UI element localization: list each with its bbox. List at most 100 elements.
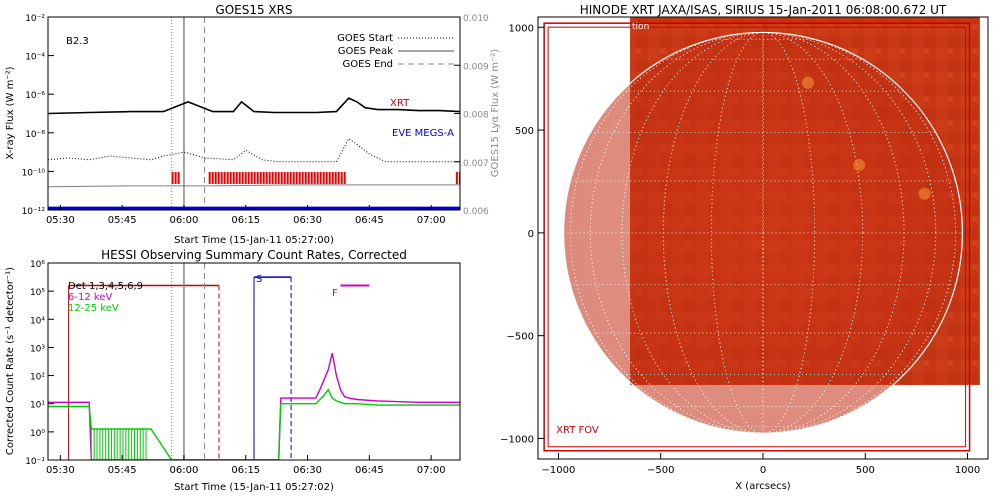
xrt-panel: HINODE XRT JAXA/ISAS, SIRIUS 15-Jan-2011…	[500, 3, 989, 492]
xrt-fov-label: XRT FOV	[556, 425, 599, 436]
goes-coverage-tick	[295, 172, 298, 184]
hessi-x-label: Start Time (15-Jan-11 05:27:02)	[174, 482, 334, 493]
goes-coverage-tick	[208, 172, 211, 184]
xrt-x-axis: −1000 −500 0 500 1000	[542, 453, 980, 476]
goes-x-tick-label: 06:45	[355, 215, 384, 226]
goes-series-ly-	[48, 184, 460, 188]
hessi-y-tick-label: 10⁻¹	[25, 457, 45, 467]
goes-coverage-tick	[253, 172, 256, 184]
goes-y-axis: 10⁻² 10⁻⁴ 10⁻⁶ 10⁻⁸ 10⁻¹⁰ 10⁻¹²	[22, 14, 54, 217]
xrt-y-tick-label: −500	[507, 332, 534, 343]
goes-coverage-tick	[226, 172, 229, 184]
hessi-y-tick-label: 10¹	[30, 401, 45, 411]
xrt-y-tick-label: −1000	[500, 434, 534, 445]
xrt-longitude-line	[621, 32, 905, 434]
hessi-y-tick-label: 10²	[30, 373, 45, 383]
goes-coverage-tick	[274, 172, 277, 184]
goes-coverage-tick	[250, 172, 253, 184]
goes-coverage-tick	[271, 172, 274, 184]
goes-x-tick-label: 06:00	[170, 215, 199, 226]
hessi-y-axis: 10⁻¹ 10⁰ 10¹ 10² 10³ 10⁴ 10⁵ 10⁶	[25, 260, 54, 467]
goes-coverage-tick	[313, 172, 316, 184]
xrt-image-area	[543, 17, 980, 452]
goes-y-tick-label: 10⁻¹²	[22, 207, 46, 217]
hessi-legend-det: Det 1,3,4,5,6,9	[68, 281, 143, 292]
xrt-x-tick-label: −1000	[542, 465, 576, 476]
goes-coverage-tick	[214, 172, 217, 184]
hessi-x-tick-label: 06:15	[231, 465, 260, 476]
hessi-legend-6-12: 6-12 keV	[68, 292, 112, 303]
xrt-active-region	[918, 187, 931, 200]
xrt-x-label: X (arcsecs)	[735, 481, 791, 492]
xrt-y-tick-label: 1000	[509, 23, 534, 34]
hessi-intervals	[68, 276, 370, 460]
hessi-y-tick-label: 10⁵	[30, 288, 45, 298]
goes-y-tick-right-label: 0.008	[463, 111, 489, 121]
goes-legend: GOES Start GOES Peak GOES End	[337, 33, 454, 70]
xrt-title: HINODE XRT JAXA/ISAS, SIRIUS 15-Jan-2011…	[580, 3, 947, 17]
goes-coverage-tick	[244, 172, 247, 184]
goes-coverage-tick	[337, 172, 340, 184]
goes-coverage-tick	[307, 172, 310, 184]
goes-xrt-annotation: XRT	[390, 98, 410, 109]
goes-coverage-tick	[298, 172, 301, 184]
goes-coverage-tick	[268, 172, 271, 184]
goes-coverage-tick	[259, 172, 262, 184]
goes-coverage-tick	[458, 172, 460, 184]
goes-coverage-tick	[211, 172, 214, 184]
xrt-fov-rect-inner	[547, 26, 967, 448]
goes-coverage-tick	[331, 172, 334, 184]
goes-x-tick-label: 05:30	[46, 215, 75, 226]
goes-coverage-tick	[343, 172, 346, 184]
goes-class-label: B2.3	[66, 36, 89, 47]
goes-coverage-tick	[301, 172, 304, 184]
goes-legend-start-label: GOES Start	[337, 33, 393, 44]
goes-y-tick-right-label: 0.007	[463, 159, 489, 169]
goes-title: GOES15 XRS	[215, 3, 292, 17]
goes-coverage-tick	[310, 172, 313, 184]
goes-coverage-tick	[304, 172, 307, 184]
goes-coverage-tick	[292, 172, 295, 184]
goes-coverage-bars	[171, 172, 460, 184]
goes-coverage-tick	[319, 172, 322, 184]
goes-coverage-tick	[277, 172, 280, 184]
goes-x-tick-label: 06:30	[293, 215, 322, 226]
hessi-x-axis: 05:30 05:45 06:00 06:15 06:30 06:45 07:00	[46, 455, 446, 476]
goes-coverage-tick	[247, 172, 250, 184]
goes-coverage-tick	[229, 172, 232, 184]
xrt-active-region	[802, 76, 814, 89]
goes-x-axis: 05:30 05:45 06:00 06:15 06:30 06:45 07:00	[46, 205, 446, 226]
goes-y-tick-right-label: 0.009	[463, 62, 489, 72]
goes-coverage-tick	[241, 172, 244, 184]
xrt-y-tick-label: 500	[515, 126, 534, 137]
hessi-y-tick-label: 10⁶	[30, 260, 45, 270]
goes-y-tick-label: 10⁻²	[25, 14, 45, 24]
goes-coverage-tick	[232, 172, 235, 184]
hessi-event-lines	[171, 263, 206, 460]
hessi-y-tick-label: 10⁰	[30, 429, 45, 439]
hessi-s-annotation: S	[256, 274, 262, 285]
xrt-active-regions	[802, 76, 931, 200]
xrt-x-tick-label: 0	[760, 465, 766, 476]
hessi-plot-frame	[47, 262, 461, 461]
goes-y-tick-right-label: 0.006	[463, 207, 489, 217]
goes-series-group	[48, 97, 460, 210]
goes-y-tick-label: 10⁻⁶	[25, 91, 45, 101]
goes-coverage-tick	[235, 172, 238, 184]
goes-y-label-right: GOES15 Lyα Flux (W m⁻²)	[490, 49, 501, 177]
xrt-sun-disk	[562, 31, 964, 434]
hessi-x-tick-label: 06:00	[170, 465, 199, 476]
xrt-x-tick-label: −500	[647, 465, 674, 476]
goes-coverage-tick	[334, 172, 337, 184]
hessi-x-tick-label: 07:00	[417, 465, 446, 476]
goes-y-tick-label: 10⁻⁸	[25, 130, 45, 140]
hessi-x-tick-label: 06:45	[355, 465, 384, 476]
goes-coverage-tick	[328, 172, 331, 184]
goes-y-label: X-ray Flux (W m⁻²)	[5, 66, 16, 159]
xrt-longitude-line	[662, 32, 864, 434]
hessi-x-tick-label: 05:30	[46, 465, 75, 476]
xrt-partial-label: tion	[632, 22, 649, 32]
goes-coverage-tick	[322, 172, 325, 184]
hessi-y-tick-label: 10³	[30, 344, 45, 354]
goes-coverage-tick	[256, 172, 259, 184]
